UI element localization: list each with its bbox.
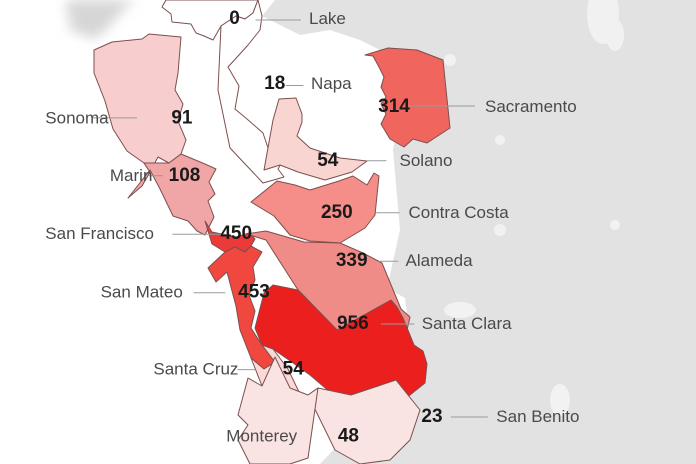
svg-text:54: 54 <box>283 359 305 380</box>
svg-text:450: 450 <box>220 223 252 244</box>
svg-text:Solano: Solano <box>400 151 453 170</box>
svg-text:Marin: Marin <box>110 166 153 185</box>
svg-text:314: 314 <box>378 96 410 117</box>
svg-text:Santa Cruz: Santa Cruz <box>153 360 238 379</box>
svg-text:Contra Costa: Contra Costa <box>409 203 510 222</box>
svg-text:Napa: Napa <box>311 74 352 93</box>
svg-text:San Mateo: San Mateo <box>101 283 183 302</box>
svg-text:91: 91 <box>171 108 193 129</box>
svg-text:108: 108 <box>169 165 201 186</box>
svg-text:0: 0 <box>229 8 240 29</box>
svg-text:23: 23 <box>421 406 442 427</box>
svg-text:18: 18 <box>264 73 285 94</box>
svg-text:Santa Clara: Santa Clara <box>422 314 512 333</box>
svg-text:Sacramento: Sacramento <box>485 97 577 116</box>
svg-text:San Francisco: San Francisco <box>45 224 154 243</box>
svg-text:48: 48 <box>338 426 359 447</box>
svg-text:Sonoma: Sonoma <box>45 109 109 128</box>
svg-text:54: 54 <box>317 150 339 171</box>
svg-text:339: 339 <box>336 250 368 271</box>
svg-text:956: 956 <box>337 313 369 334</box>
svg-text:Monterey: Monterey <box>226 427 297 446</box>
svg-text:Lake: Lake <box>309 9 346 28</box>
svg-text:Alameda: Alameda <box>406 251 474 270</box>
svg-text:250: 250 <box>321 202 353 223</box>
svg-text:453: 453 <box>238 282 270 303</box>
svg-text:San Benito: San Benito <box>496 407 579 426</box>
